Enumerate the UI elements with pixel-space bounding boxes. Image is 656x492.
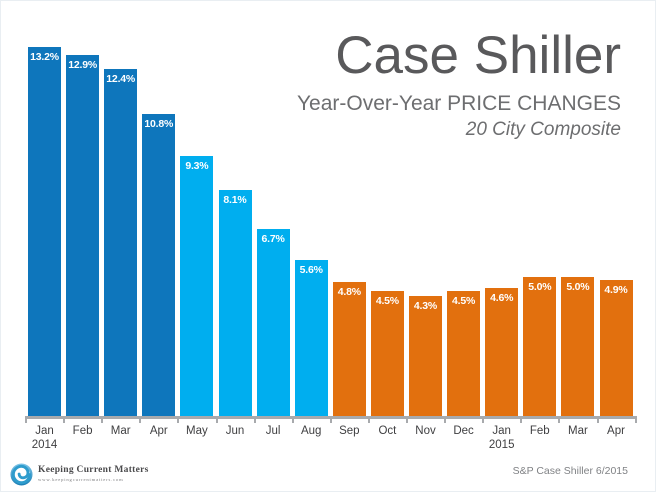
brand-logo[interactable]: Keeping Current Matters www.keepingcurre… [10,463,149,486]
x-axis-label-year: 2014 [31,439,58,451]
bar-value-label: 4.3% [413,300,438,313]
x-axis-tick [444,419,447,423]
bar[interactable]: 6.7% [256,229,290,417]
bar[interactable]: 4.9% [599,279,633,417]
x-axis-label: Nov [415,425,436,437]
bar-value-label: 4.5% [375,294,399,307]
bar[interactable]: 8.1% [218,189,252,417]
x-axis-tick [253,419,256,423]
bar[interactable]: 5.6% [294,259,328,417]
x-axis-tick [291,419,294,423]
bar-value-label: 4.6% [490,291,514,304]
brand-name: Keeping Current Matters [38,465,149,476]
x-axis-tick [177,419,180,423]
bar[interactable]: 12.9% [66,55,100,417]
brand-logo-text: Keeping Current Matters www.keepingcurre… [38,466,149,483]
x-axis-label: Apr [149,425,168,437]
bar-value-label: 13.2% [30,50,59,63]
bar[interactable]: 12.4% [104,69,138,417]
x-axis-label: Oct [378,425,397,437]
x-axis-tick [482,419,485,423]
chart-subtitle: Year-Over-Year PRICE CHANGES [296,92,621,115]
bar[interactable]: 4.3% [409,296,442,417]
bar-value-label: 9.3% [185,160,209,173]
bar[interactable]: 13.2% [28,46,61,417]
x-axis-line [25,416,637,419]
bar-value-label: 4.5% [452,294,476,307]
x-axis-tick [406,419,408,423]
chart-subtitle-secondary: 20 City Composite [465,119,621,140]
bar-value-label: 4.8% [337,286,361,299]
x-axis-label: Feb [529,425,550,437]
x-axis-tick [139,419,142,423]
x-axis-label: Mar [567,425,588,437]
x-axis-label: Jul [265,425,281,437]
bar-value-label: 5.0% [566,280,590,293]
bar[interactable]: 4.8% [332,282,366,417]
title-block: Case Shiller Year-Over-Year PRICE CHANGE… [221,27,621,142]
bar-value-label: 6.7% [261,233,285,246]
bar-value-label: 12.9% [68,59,97,72]
x-axis-label: May [186,425,208,437]
bar-value-label: 12.4% [106,73,136,86]
bar-value-label: 5.6% [299,263,323,276]
x-axis-tick [25,419,27,423]
bar-value-label: 5.0% [528,280,552,293]
bar-value-label: 8.1% [223,193,247,206]
x-axis-label: Dec [453,425,474,437]
bar-value-label: 10.8% [144,118,174,131]
x-axis-label: Jan 2014 [25,424,65,452]
bar[interactable]: 5.0% [523,276,557,417]
page-title: Case Shiller [335,26,621,85]
x-axis-tick [367,419,370,423]
bar[interactable]: 5.0% [561,276,595,417]
x-axis-label: Jan 2015 [482,424,522,452]
x-axis-label-year: 2015 [488,439,515,451]
brand-url: www.keepingcurrentmatters.com [38,477,124,483]
bar[interactable]: 9.3% [180,156,214,417]
x-axis-tick [329,419,332,423]
x-axis-label: Feb [72,425,93,437]
spiral-circle-icon [10,463,33,486]
bar[interactable]: 10.8% [142,114,176,417]
x-axis-label: Sep [339,425,360,437]
x-axis-tick [596,419,599,423]
source-note: S&P Case Shiller 6/2015 [512,465,628,477]
x-axis-label: Aug [300,425,322,437]
x-axis-tick [63,419,66,423]
x-axis-tick [520,419,523,423]
x-axis-label: Jun [225,425,245,437]
bar-chart-plot-area: 13.2% 12.9% 12.4% 10.8% 9.3% 8.1% 6.7% 5.6% 4.8%… [28,21,633,417]
x-axis-tick [558,419,561,423]
x-axis-tick [101,419,104,423]
bar-value-label: 4.9% [604,283,628,296]
x-axis-tick [215,419,218,423]
x-axis-label: Apr [607,425,625,437]
x-axis-label: Mar [110,425,131,437]
bar[interactable]: 4.6% [485,287,519,417]
x-axis-tick [634,419,637,423]
bar[interactable]: 4.5% [370,290,404,417]
bar[interactable]: 4.5% [447,290,481,417]
